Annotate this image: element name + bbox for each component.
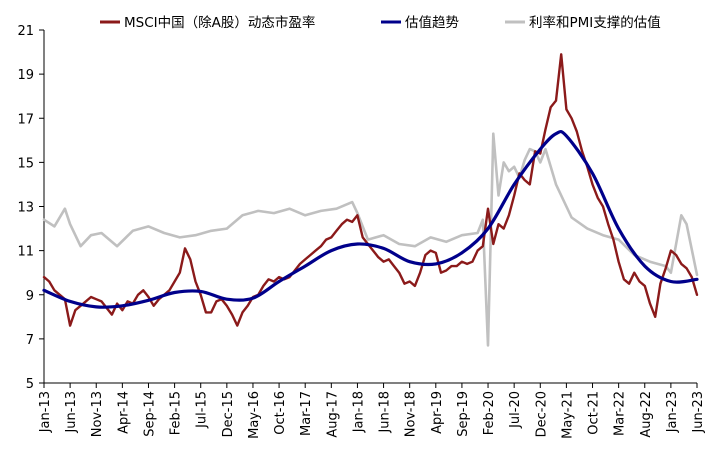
y-tick-label: 15 [17, 156, 34, 171]
x-tick-label: Jan-13 [38, 391, 53, 433]
series-line-rate-pmi-valuation [42, 132, 699, 347]
x-tick-label: May-21 [560, 391, 575, 439]
legend-item-rate-pmi-valuation: 利率和PMI支撑的估值 [505, 14, 661, 31]
x-tick-label: Feb-15 [169, 391, 184, 435]
y-tick-label: 21 [17, 24, 34, 39]
y-tick-label: 7 [26, 333, 34, 348]
x-tick-label: Mar-17 [299, 391, 314, 436]
series-line-valuation-trend [42, 129, 699, 309]
axes: 5 7 9 11 13 15 17 19 21 Jan-13 Jun-13 Nov-13 Apr-14 S… [17, 24, 706, 439]
x-tick-label: Apr-19 [430, 391, 445, 434]
y-tick-label: 11 [17, 245, 34, 260]
legend-label: 估值趋势 [405, 15, 459, 31]
x-tick-label: Oct-16 [273, 391, 288, 435]
legend: MSCI中国（除A股）动态市盈率 估值趋势 利率和PMI支撑的估值 [100, 14, 661, 31]
legend-item-valuation-trend: 估值趋势 [381, 15, 459, 31]
series-line-msci-pe [42, 53, 699, 327]
x-tick-label: Apr-14 [116, 391, 131, 434]
x-tick-label: May-16 [247, 391, 262, 439]
x-tick-label: Aug-17 [325, 391, 340, 438]
x-tick-label: Feb-20 [482, 391, 497, 435]
legend-item-msci-pe: MSCI中国（除A股）动态市盈率 [100, 14, 315, 31]
y-tick-label: 9 [26, 289, 34, 304]
x-tick-label: Nov-18 [404, 391, 419, 437]
x-tick-label: Jan-18 [351, 391, 366, 433]
x-tick-label: Jun-13 [64, 391, 79, 434]
y-tick-label: 13 [17, 201, 34, 216]
y-tick-label: 19 [17, 68, 34, 83]
series-layer [42, 53, 699, 347]
x-tick-label: Jun-23 [691, 391, 706, 434]
x-tick-label: Sep-14 [142, 391, 157, 437]
x-tick-label: Nov-13 [90, 391, 105, 437]
x-tick-label: Oct-21 [587, 391, 602, 435]
x-tick-label: Jul-15 [195, 391, 210, 429]
x-tick-label: Sep-19 [456, 391, 471, 437]
x-tick-label: Dec-20 [534, 391, 549, 437]
x-tick-label: Jul-20 [508, 391, 523, 429]
x-tick-label: Jan-23 [665, 391, 680, 433]
legend-label: 利率和PMI支撑的估值 [529, 14, 661, 31]
x-tick-label: Mar-22 [613, 391, 628, 436]
x-tick-label: Jun-18 [378, 391, 393, 434]
x-tick-label: Dec-15 [221, 391, 236, 437]
x-tick-label: Aug-22 [639, 391, 654, 438]
legend-label: MSCI中国（除A股）动态市盈率 [124, 14, 315, 31]
y-tick-label: 17 [17, 112, 34, 127]
y-tick-label: 5 [26, 377, 34, 392]
